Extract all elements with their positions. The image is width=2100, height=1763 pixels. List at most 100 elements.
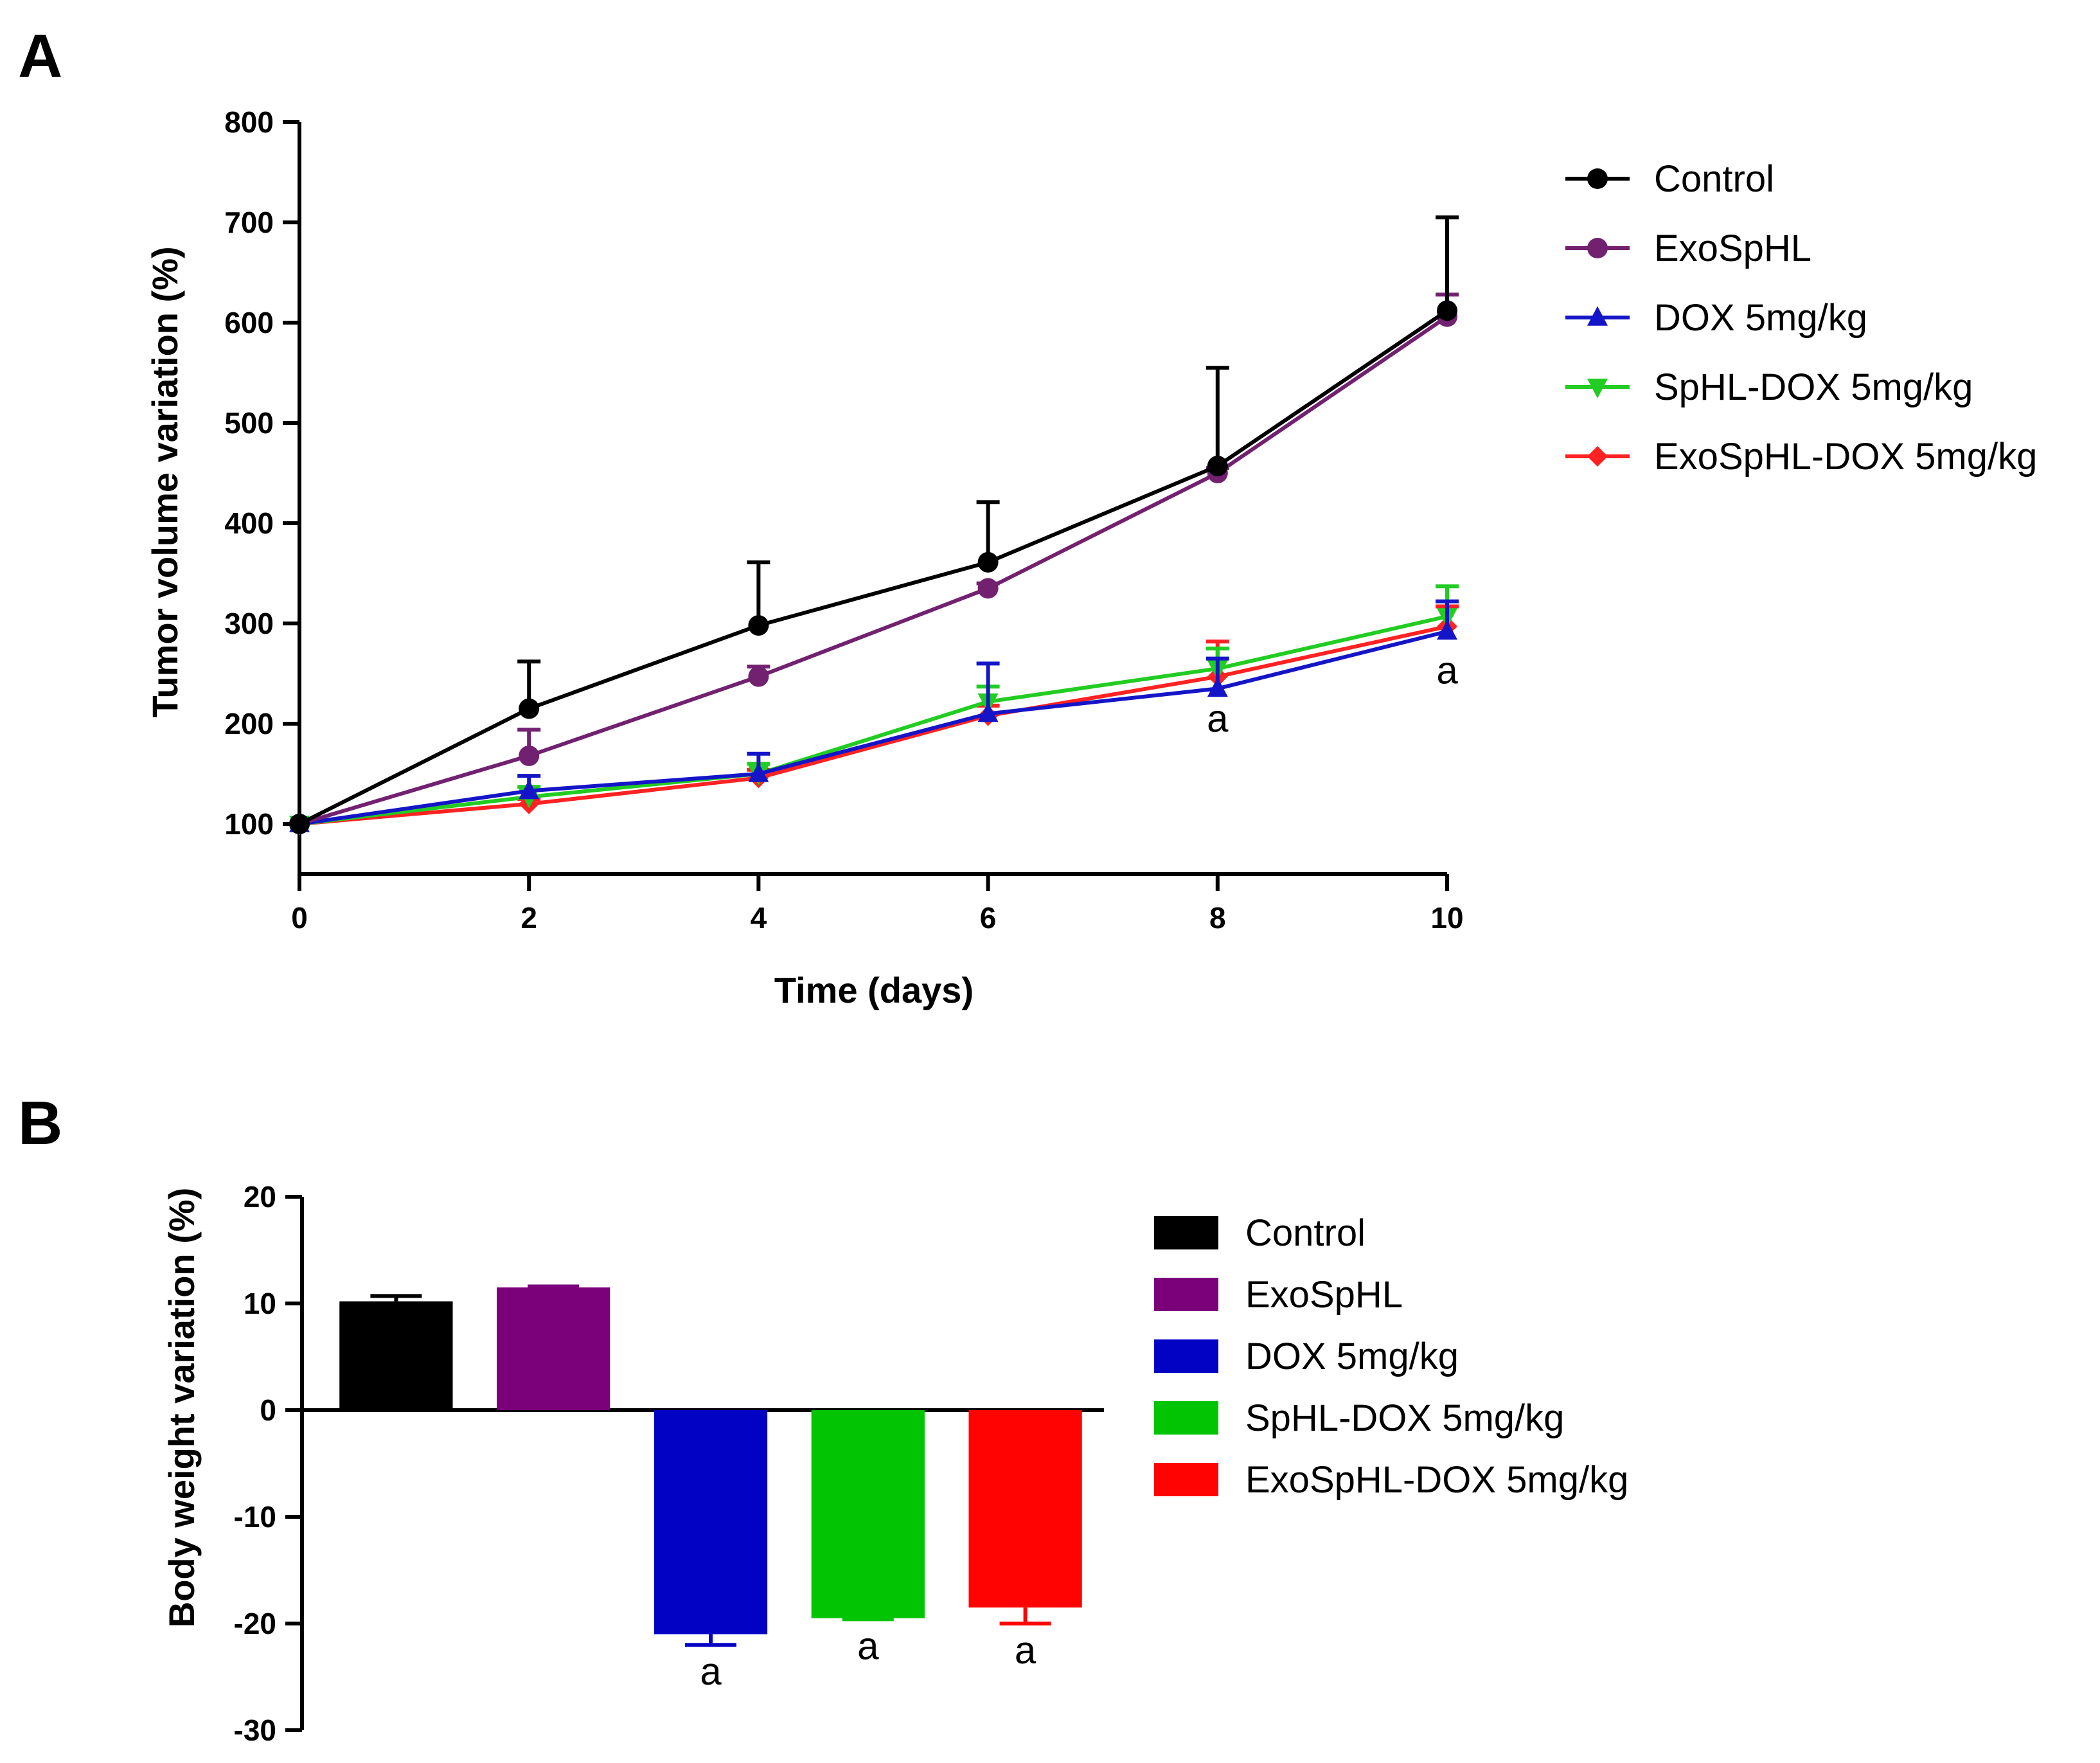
panel-a-x-tick-label: 2 (521, 901, 537, 935)
bar-sphl-dox-5mg-kg (811, 1410, 925, 1618)
panel-a-y-ticks: 100 200 300 400 500 600 700 800 (224, 105, 299, 841)
panel-b-y-tick-label: 0 (260, 1393, 276, 1427)
data-point-control (748, 615, 769, 636)
legend-item-control: Control (1154, 1212, 1366, 1254)
data-point-control (1437, 300, 1457, 321)
legend-item-exosphl: ExoSpHL (1154, 1274, 1403, 1316)
panel-a-y-tick-label: 100 (224, 807, 274, 841)
data-point-control (1207, 456, 1228, 477)
legend-swatch-exosphl-dox-5mg-kg (1154, 1463, 1218, 1496)
series-line-control (298, 309, 1448, 826)
legend-item-dox-5mg-kg: DOX 5mg/kg (1565, 297, 1867, 339)
legend-swatch-exosphl (1154, 1278, 1218, 1311)
panel-a-y-tick-label: 400 (224, 506, 274, 540)
panel-b-y-ticks: 20 10 0 -10 -20 -30 (234, 1180, 302, 1747)
legend-label: Control (1245, 1212, 1366, 1254)
legend-label: DOX 5mg/kg (1245, 1336, 1459, 1377)
legend-item-dox-5mg-kg: DOX 5mg/kg (1154, 1336, 1459, 1377)
panel-a-x-tick-label: 6 (980, 901, 997, 935)
panel-a-x-tick-label: 4 (751, 901, 767, 935)
data-point-exosphl (748, 666, 769, 687)
panel-a-significance-annotation: a (1207, 697, 1229, 740)
legend-item-sphl-dox-5mg-kg: SpHL-DOX 5mg/kg (1154, 1397, 1564, 1439)
legend-item-exosphl: ExoSpHL (1565, 228, 1811, 269)
bar-dox-5mg-kg (654, 1410, 768, 1634)
series-control (289, 215, 1459, 834)
series-line-sphl-dox-5mg-kg (299, 614, 1448, 826)
series-exosphl (289, 292, 1459, 834)
panel-b-significance-annotation: a (1015, 1629, 1037, 1672)
legend-marker-exosphl-dox-5mg-kg (1587, 446, 1608, 467)
legend-swatch-control (1154, 1216, 1218, 1249)
data-point-dox-5mg-kg (977, 702, 999, 722)
panel-a-y-tick-label: 700 (224, 206, 274, 239)
legend-label: ExoSpHL-DOX 5mg/kg (1245, 1459, 1628, 1501)
data-point-exosphl (519, 745, 540, 766)
panel-a-x-axis-label: Time (days) (774, 970, 974, 1010)
panel-a-annotations: aa (1207, 649, 1458, 740)
legend-label: DOX 5mg/kg (1654, 297, 1867, 339)
data-point-control (519, 698, 540, 719)
legend-swatch-dox-5mg-kg (1154, 1339, 1218, 1373)
panel-a-y-tick-label: 500 (224, 406, 274, 440)
series-sphl-dox-5mg-kg (289, 584, 1459, 836)
panel-b-y-tick-label: 10 (244, 1287, 276, 1320)
series-dox-5mg-kg (289, 599, 1459, 832)
panel-a-y-axis-label: Tumor volume variation (%) (145, 246, 185, 717)
panel-b-y-tick-label: -30 (234, 1714, 276, 1747)
panel-a-legend: Control ExoSpHL DOX 5mg/kg SpHL-DOX 5mg/kg E… (1565, 158, 2037, 478)
data-point-exosphl (977, 578, 999, 599)
legend-marker-dox-5mg-kg (1587, 306, 1608, 326)
panel-b-y-tick-label: 20 (244, 1180, 276, 1213)
series-line-exosphl (299, 315, 1448, 826)
legend-item-sphl-dox-5mg-kg: SpHL-DOX 5mg/kg (1565, 366, 1973, 408)
legend-label: ExoSpHL-DOX 5mg/kg (1654, 436, 2037, 478)
panel-a-x-ticks: 0 2 4 6 8 10 (291, 874, 1464, 935)
panel-a-y-tick-label: 300 (224, 607, 274, 640)
panel-a-x-tick-label: 10 (1430, 901, 1463, 935)
bar-exosphl-dox-5mg-kg (968, 1410, 1082, 1608)
legend-label: Control (1654, 158, 1774, 200)
legend-label: SpHL-DOX 5mg/kg (1245, 1397, 1564, 1439)
legend-marker-sphl-dox-5mg-kg (1587, 379, 1608, 398)
panel-b-bars (339, 1284, 1082, 1647)
bar-exosphl (497, 1287, 610, 1410)
data-point-dox-5mg-kg (748, 762, 769, 782)
data-point-control (289, 814, 310, 834)
panel-b-legend: Control ExoSpHL DOX 5mg/kg SpHL-DOX 5mg/kg E… (1154, 1212, 1628, 1501)
panel-letter-b: B (18, 1089, 62, 1158)
legend-label: ExoSpHL (1245, 1274, 1403, 1316)
bar-control (339, 1301, 453, 1410)
panel-b-y-tick-label: -10 (234, 1500, 276, 1534)
legend-label: SpHL-DOX 5mg/kg (1654, 366, 1973, 408)
series-line-dox-5mg-kg (299, 629, 1448, 826)
panel-a-significance-annotation: a (1436, 649, 1458, 692)
legend-item-exosphl-dox-5mg-kg: ExoSpHL-DOX 5mg/kg (1565, 436, 2037, 478)
panel-a-axes (298, 122, 1447, 876)
legend-label: ExoSpHL (1654, 228, 1811, 269)
panel-b-y-tick-label: -20 (234, 1607, 276, 1640)
panel-b-significance-annotation: a (857, 1624, 879, 1667)
panel-a-x-tick-label: 8 (1209, 901, 1226, 935)
data-point-dox-5mg-kg (1207, 677, 1228, 697)
series-line-exosphl-dox-5mg-kg (299, 624, 1448, 826)
legend-marker-control (1587, 168, 1608, 189)
panel-a-series (289, 215, 1459, 836)
data-point-dox-5mg-kg (1437, 620, 1457, 640)
legend-marker-exosphl (1587, 238, 1608, 258)
panel-a-x-tick-label: 0 (291, 901, 308, 935)
panel-a-y-tick-label: 800 (224, 105, 274, 139)
legend-item-control: Control (1565, 158, 1774, 200)
panel-a-y-tick-label: 200 (224, 707, 274, 740)
data-point-dox-5mg-kg (519, 779, 540, 800)
panel-letter-a: A (18, 22, 62, 91)
panel-b-bar-chart: 20 10 0 -10 -20 -30 a a a Body weight variation… (161, 1180, 1628, 1747)
panel-b-annotations: aa a (700, 1624, 1037, 1693)
legend-swatch-sphl-dox-5mg-kg (1154, 1401, 1218, 1435)
legend-item-exosphl-dox-5mg-kg: ExoSpHL-DOX 5mg/kg (1154, 1459, 1628, 1501)
data-point-control (977, 551, 999, 573)
panel-b-y-axis-label: Body weight variation (%) (161, 1188, 202, 1628)
